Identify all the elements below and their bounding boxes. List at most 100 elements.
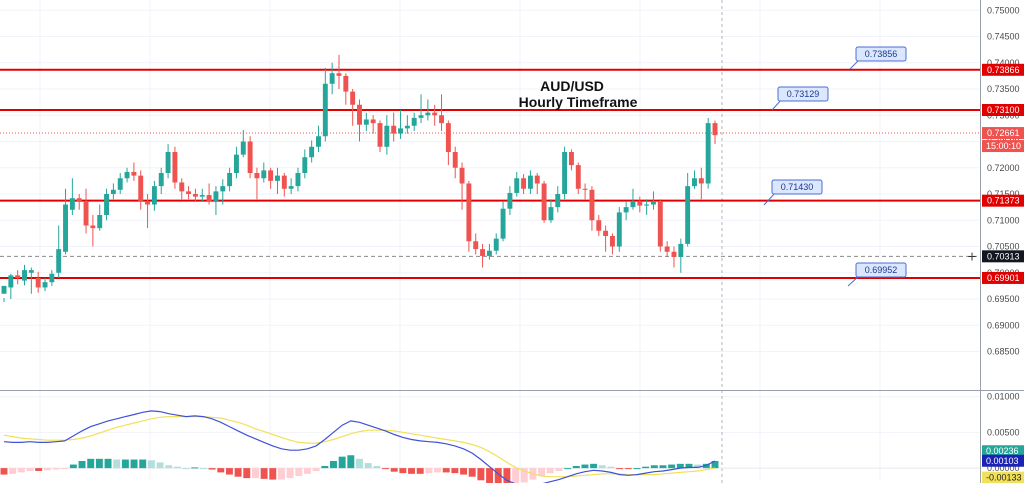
macd-histogram-bar	[199, 468, 207, 470]
candle-body	[343, 75, 349, 92]
candle-body	[671, 251, 677, 257]
candle-body	[398, 128, 403, 134]
candle-body	[151, 186, 157, 205]
macd-histogram-bar	[121, 459, 129, 469]
macd-histogram-bar	[286, 468, 294, 479]
macd-histogram-bar	[390, 468, 398, 472]
candle-body	[28, 270, 34, 273]
macd-histogram-bar	[104, 458, 112, 469]
macd-histogram-bar	[633, 468, 641, 470]
macd-histogram-bar	[494, 468, 502, 483]
candle-body	[616, 212, 622, 247]
macd-histogram-bar	[442, 468, 450, 473]
level-callout-box	[855, 46, 907, 62]
macd-histogram-bar	[26, 468, 34, 471]
candle-body	[562, 152, 568, 194]
candle-body	[596, 220, 602, 231]
macd-histogram-bar	[460, 468, 468, 475]
candle-body	[240, 141, 246, 155]
candle-body	[336, 73, 342, 76]
y-tick-label: 0.69500	[987, 294, 1020, 304]
candle-body	[15, 275, 21, 278]
macd-histogram-bar	[243, 468, 251, 479]
level-callout-text: 0.69952	[865, 265, 898, 275]
macd-histogram-bar	[685, 463, 693, 469]
last-price-tag	[982, 127, 1024, 140]
macd-histogram-bar	[694, 464, 702, 469]
candle-body	[35, 278, 41, 288]
macd-histogram-bar	[295, 468, 303, 476]
candle-body	[192, 194, 198, 197]
candle-body	[439, 115, 444, 124]
candle-body	[418, 115, 424, 118]
y-tick-label: 0.72000	[987, 163, 1020, 173]
candle-body	[603, 230, 609, 236]
horizontal-levels: +	[0, 68, 980, 279]
candle-body	[233, 154, 239, 173]
level-price-tag	[982, 194, 1024, 207]
level-price-tag	[982, 104, 1024, 116]
crosshair-price-tag	[982, 250, 1024, 263]
candle-body	[514, 178, 520, 193]
macd-histogram-bar	[61, 468, 69, 470]
candle-body	[370, 119, 376, 124]
macd-histogram-bar	[139, 459, 147, 469]
macd-histogram-bar	[581, 464, 589, 469]
macd-histogram-bar	[624, 468, 632, 470]
level-callout-box	[855, 262, 907, 278]
y-tick-label: 0.74500	[987, 32, 1020, 42]
macd-histogram-bar	[87, 458, 95, 469]
macd-histogram-bar	[113, 459, 121, 469]
candle-body	[459, 167, 465, 184]
macd-histogram-bar	[251, 468, 259, 479]
macd-histogram-bar	[0, 468, 8, 475]
candle-body	[391, 125, 397, 134]
candle-body	[500, 208, 506, 239]
level-price-tag-text: 0.71373	[987, 196, 1020, 206]
macd-histogram-bar	[382, 468, 389, 470]
candle-body	[69, 198, 75, 210]
y-tick-label: 0.70500	[987, 242, 1020, 252]
macd-histogram-bar	[564, 468, 572, 470]
macd-histogram-bar	[9, 468, 17, 474]
candle-body	[254, 173, 260, 179]
candle-body	[295, 173, 301, 187]
macd-histogram-bar	[408, 468, 415, 474]
candle-body	[97, 215, 103, 229]
macd-histogram-bar	[312, 468, 320, 471]
macd-histogram-bar	[503, 468, 511, 483]
macd-histogram-bar	[512, 468, 520, 483]
macd-value-tag	[982, 471, 1024, 483]
macd-signal-line	[3, 416, 716, 478]
macd-histogram-bar	[69, 464, 77, 469]
candle-body	[527, 175, 533, 189]
candle-body	[165, 152, 171, 173]
macd-histogram-bar	[338, 456, 346, 469]
macd-histogram-bar	[676, 463, 684, 469]
macd-histogram-bar	[260, 468, 268, 479]
candle-body	[179, 182, 185, 192]
level-callout-box	[777, 86, 829, 102]
candle-body	[534, 175, 540, 184]
macd-histogram-bar	[546, 468, 554, 474]
macd-histogram-bar	[130, 459, 138, 469]
crosshair-plus-icon: +	[967, 249, 977, 263]
level-callouts: 0.73856 0.73129 0.71430 0.69952	[763, 46, 907, 287]
macd-y-tick-label: 0.00000	[987, 463, 1020, 473]
level-callout-box	[771, 179, 823, 195]
candle-body	[404, 125, 410, 129]
macd-histogram-bar	[477, 468, 485, 481]
candle-body	[8, 275, 14, 288]
macd-histogram-bar	[399, 468, 407, 474]
candle-body	[1, 285, 7, 294]
macd-histogram-bar	[416, 468, 424, 474]
level-callout-text: 0.71430	[781, 182, 814, 192]
macd-histogram-bar	[555, 468, 563, 471]
macd-histogram-bar	[616, 468, 624, 470]
macd-histogram-bar	[347, 455, 355, 469]
macd-histogram-bar	[95, 458, 103, 469]
countdown-tag-text: 15:00:10	[986, 141, 1021, 151]
candle-body	[42, 282, 48, 288]
candle-body	[131, 171, 137, 176]
candle-body	[49, 273, 55, 283]
